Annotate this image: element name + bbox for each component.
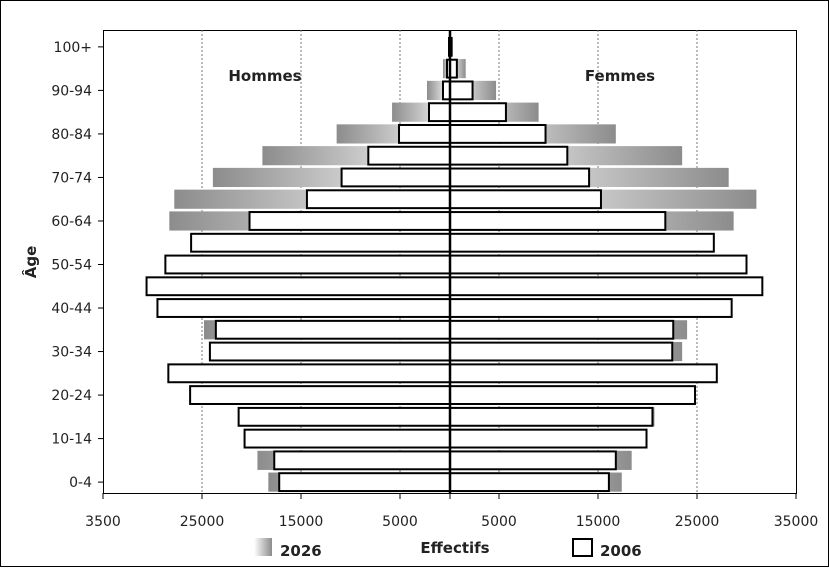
bar-2006-hommes — [208, 341, 451, 362]
bar-2006-femmes — [449, 450, 617, 471]
bar-2006-hommes — [214, 319, 451, 340]
bar-2006-femmes — [449, 341, 674, 362]
x-tick-label: 25000 — [675, 514, 720, 530]
bar-2006-femmes — [449, 167, 591, 188]
bar-2006-hommes — [167, 363, 451, 384]
x-tick-label: 5000 — [382, 514, 418, 530]
x-tick-label: 5000 — [481, 514, 517, 530]
y-tick-label: 30-34 — [51, 345, 92, 361]
y-axis-ticks: 0-4 10-14 20-24 30-34 40-44 50-54 60-64 70-74 80… — [51, 40, 103, 491]
y-tick-label: 50-54 — [51, 258, 92, 274]
bar-2006-femmes — [449, 145, 569, 166]
bar-2006-femmes — [449, 319, 675, 340]
label-femmes: Femmes — [585, 67, 655, 85]
bar-2006-femmes — [449, 232, 715, 253]
bar-2006-femmes — [449, 276, 764, 297]
bar-2006-femmes — [449, 80, 474, 101]
x-axis-ticks: 3500 25000 15000 5000 5000 15000 25000 35000 — [85, 493, 818, 530]
bar-2006-femmes — [449, 406, 654, 427]
legend: 2026 2006 — [254, 538, 642, 560]
y-tick-label: 70-74 — [51, 170, 92, 186]
bar-2006-femmes — [449, 363, 718, 384]
bar-2006-hommes — [243, 428, 451, 449]
bar-2006-femmes — [449, 254, 748, 275]
bar-2006-femmes — [449, 189, 602, 210]
legend-label-2006: 2006 — [600, 542, 642, 560]
legend-swatch-2026 — [254, 538, 272, 556]
x-tick-label: 15000 — [576, 514, 621, 530]
bar-2006-hommes — [145, 276, 451, 297]
bar-2006-hommes — [190, 232, 452, 253]
x-tick-label: 15000 — [279, 514, 324, 530]
y-tick-label: 100+ — [54, 40, 92, 56]
y-tick-label: 0-4 — [69, 475, 92, 491]
bar-2006-hommes — [248, 211, 451, 231]
y-tick-label: 10-14 — [51, 432, 92, 448]
bar-2006-femmes — [449, 124, 547, 144]
bar-2006-femmes — [449, 472, 610, 493]
bar-2006-hommes — [237, 406, 451, 427]
bar-2006-hommes — [428, 102, 451, 123]
bar-2006-hommes — [398, 124, 452, 144]
bar-2006-hommes — [189, 385, 451, 405]
y-tick-label: 20-24 — [51, 388, 92, 404]
x-axis-title: Effectifs — [420, 539, 489, 557]
bar-2006-hommes — [278, 472, 451, 493]
legend-swatch-2006 — [572, 538, 593, 557]
bar-2006-femmes — [449, 428, 648, 449]
y-axis-title: Âge — [21, 246, 40, 279]
y-tick-label: 90-94 — [51, 83, 92, 99]
label-hommes: Hommes — [228, 67, 301, 85]
bar-2006-hommes — [367, 145, 452, 166]
bar-2006-hommes — [164, 254, 451, 275]
y-tick-label: 80-84 — [51, 127, 92, 143]
bar-2006-hommes — [305, 189, 451, 210]
bar-2006-hommes — [340, 167, 451, 188]
x-tick-label: 25000 — [180, 514, 225, 530]
bar-2006-femmes — [449, 211, 667, 231]
bar-2006-hommes — [156, 298, 451, 318]
legend-label-2026: 2026 — [280, 542, 322, 560]
y-tick-label: 60-64 — [51, 214, 92, 230]
bar-2006-hommes — [273, 450, 451, 471]
x-tick-label: 3500 — [85, 514, 121, 530]
y-tick-label: 40-44 — [51, 301, 92, 317]
x-tick-label: 35000 — [774, 514, 819, 530]
bar-2006-femmes — [449, 298, 733, 318]
bar-2006-femmes — [449, 385, 697, 405]
bar-2006-femmes — [449, 102, 507, 123]
